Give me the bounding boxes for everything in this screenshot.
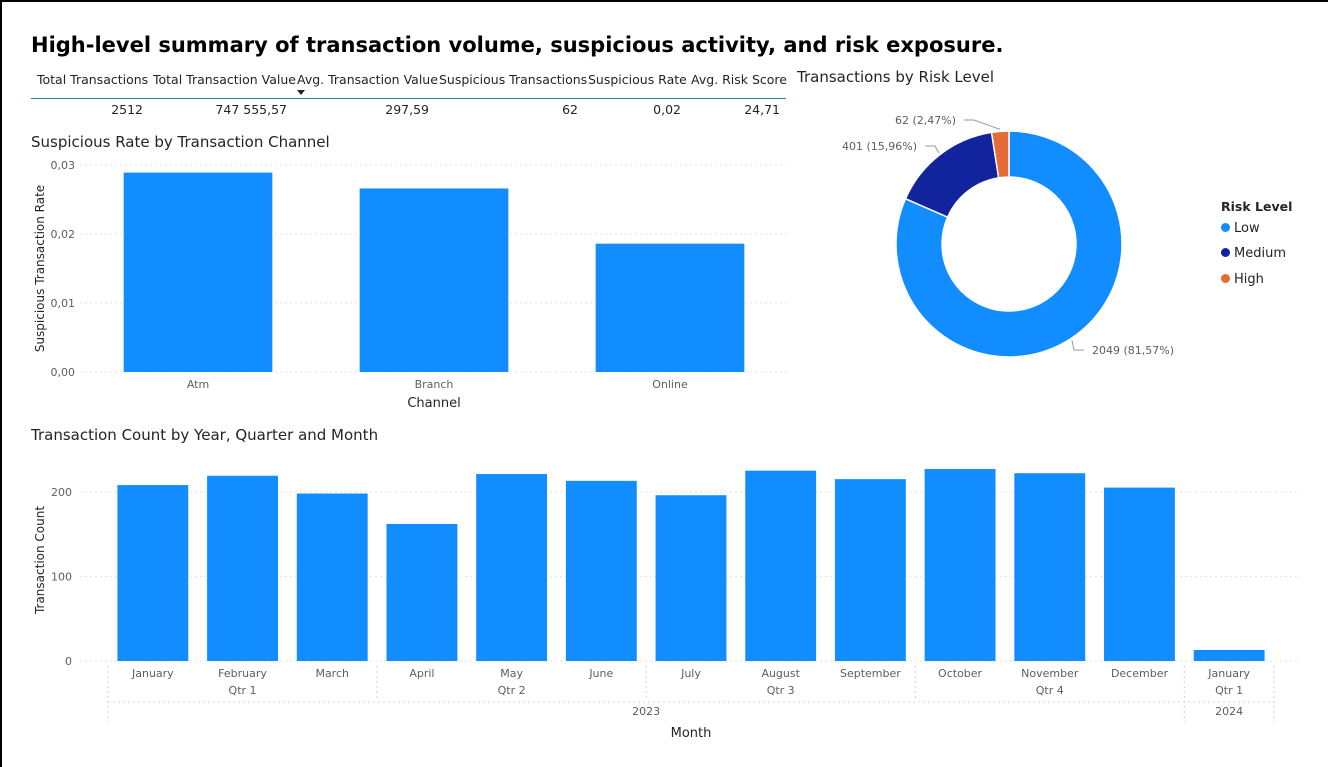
legend-low-label: Low: [1234, 221, 1260, 236]
year-label: 2023: [632, 705, 660, 718]
y-axis-title: Transaction Count: [33, 506, 47, 615]
bar-month[interactable]: [1104, 487, 1175, 661]
kpi-value-suspicious-rate: 0,02: [653, 102, 681, 117]
x-axis-title: Channel: [407, 396, 460, 411]
bar-month[interactable]: [834, 479, 906, 661]
y-tick-label: 0,03: [51, 159, 76, 172]
leader-line: [925, 145, 940, 154]
y-tick-label: 0,00: [51, 366, 76, 379]
bar-month[interactable]: [207, 475, 278, 661]
legend-item-medium[interactable]: Medium: [1221, 246, 1286, 261]
bar-month[interactable]: [1014, 473, 1086, 661]
bar-month[interactable]: [924, 468, 996, 661]
x-tick-label: March: [315, 667, 349, 680]
x-tick-label: May: [500, 667, 523, 680]
y-axis-title: Suspicious Transaction Rate: [33, 185, 47, 352]
kpi-value-suspicious-transactions: 62: [562, 102, 578, 117]
x-tick-label: July: [680, 667, 701, 680]
bar-month[interactable]: [1193, 650, 1265, 661]
bar-month[interactable]: [655, 495, 727, 661]
kpi-value-total-transaction-value: 747 555,57: [215, 102, 287, 117]
kpi-header-suspicious-transactions[interactable]: Suspicious Transactions: [439, 72, 588, 87]
kpi-value-avg-transaction-value: 297,59: [385, 102, 429, 117]
y-tick-label: 0: [65, 655, 72, 668]
x-tick-label: Atm: [187, 378, 209, 391]
x-tick-label: November: [1021, 667, 1079, 680]
y-tick-label: 0,02: [51, 228, 76, 241]
x-tick-label: December: [1111, 667, 1169, 680]
legend-item-low[interactable]: Low: [1221, 221, 1260, 236]
legend-medium-marker: [1221, 248, 1230, 257]
kpi-header-suspicious-rate[interactable]: Suspicious Rate: [588, 72, 687, 87]
y-tick-label: 100: [51, 570, 72, 583]
leader-line: [1071, 340, 1084, 351]
kpi-header-total-transaction-value[interactable]: Total Transaction Value: [153, 72, 296, 87]
bar-month[interactable]: [296, 493, 368, 661]
x-tick-label: Branch: [415, 378, 454, 391]
legend-item-high[interactable]: High: [1221, 272, 1264, 287]
x-axis-title: Month: [671, 726, 712, 741]
legend-high-label: High: [1234, 272, 1264, 287]
bar-atm[interactable]: [123, 172, 273, 372]
x-tick-label: September: [840, 667, 901, 680]
year-label: 2024: [1215, 705, 1243, 718]
quarter-label: Qtr 2: [498, 684, 526, 697]
kpi-header-avg-risk-score[interactable]: Avg. Risk Score: [691, 72, 787, 87]
bar-month[interactable]: [386, 523, 458, 661]
legend-high-marker: [1221, 274, 1230, 283]
kpi-header-divider: [31, 98, 786, 99]
bar-online[interactable]: [595, 243, 745, 372]
legend-medium-label: Medium: [1234, 246, 1286, 261]
kpi-value-total-transactions: 2512: [111, 102, 143, 117]
monthly-bar-chart[interactable]: 0 100 200 January February March April May June J…: [0, 440, 1320, 750]
data-label-low: 2049 (81,57%): [1092, 344, 1174, 357]
risk-chart-title: Transactions by Risk Level: [797, 68, 995, 86]
quarter-label: Qtr 4: [1036, 684, 1064, 697]
legend-low-marker: [1221, 223, 1230, 232]
x-tick-label: Online: [652, 378, 688, 391]
bar-month[interactable]: [745, 470, 817, 661]
slice-medium[interactable]: [904, 131, 1000, 219]
quarter-label: Qtr 3: [767, 684, 795, 697]
y-tick-label: 0,01: [51, 297, 76, 310]
monthly-chart-title: Transaction Count by Year, Quarter and M…: [31, 426, 379, 444]
channel-chart-title: Suspicious Rate by Transaction Channel: [31, 133, 330, 151]
data-label-medium: 401 (15,96%): [842, 140, 917, 153]
bar-month[interactable]: [117, 485, 189, 661]
page-title: High-level summary of transaction volume…: [31, 33, 1004, 57]
x-tick-label: January: [1207, 667, 1250, 680]
x-tick-label: April: [409, 667, 434, 680]
channel-bar-chart[interactable]: 0,00 0,01 0,02 0,03 Atm Branch Online Channel Su…: [0, 0, 800, 420]
x-tick-label: October: [938, 667, 982, 680]
bar-branch[interactable]: [359, 188, 509, 372]
quarter-label: Qtr 1: [1215, 684, 1243, 697]
slice-high[interactable]: [990, 130, 1010, 179]
x-tick-label: August: [761, 667, 800, 680]
y-tick-label: 200: [51, 486, 72, 499]
x-tick-label: June: [588, 667, 613, 680]
x-tick-label: January: [131, 667, 174, 680]
leader-line: [964, 119, 1001, 130]
kpi-header-avg-transaction-value[interactable]: Avg. Transaction Value: [297, 72, 438, 87]
bar-month[interactable]: [565, 480, 637, 661]
quarter-label: Qtr 1: [229, 684, 257, 697]
kpi-value-avg-risk-score: 24,71: [744, 102, 780, 117]
kpi-header-total-transactions[interactable]: Total Transactions: [37, 72, 149, 87]
data-label-high: 62 (2,47%): [895, 114, 956, 127]
risk-donut-chart[interactable]: 2049 (81,57%) 401 (15,96%) 62 (2,47%): [800, 90, 1210, 390]
risk-legend-title: Risk Level: [1221, 199, 1293, 214]
x-tick-label: February: [218, 667, 267, 680]
sort-descending-icon[interactable]: [297, 90, 305, 95]
slice-low[interactable]: [895, 130, 1123, 358]
bar-month[interactable]: [476, 474, 548, 661]
